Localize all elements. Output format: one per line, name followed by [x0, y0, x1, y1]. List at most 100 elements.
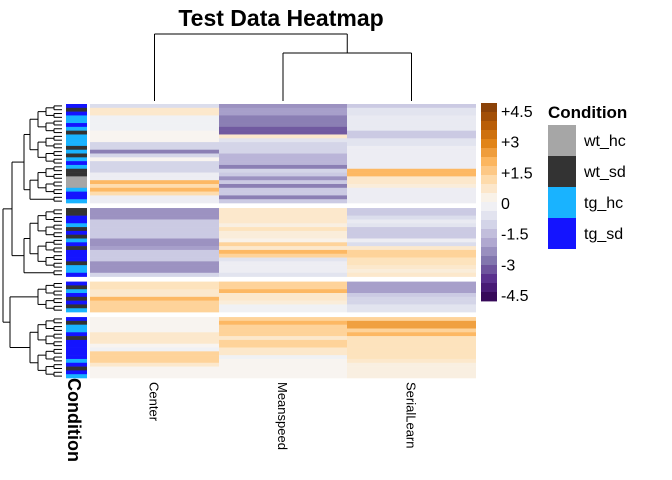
annotation-cell	[66, 180, 87, 185]
heatmap-cell	[219, 317, 347, 322]
heatmap-cell	[90, 172, 219, 177]
heatmap-cell	[219, 230, 347, 235]
heatmap-cell	[347, 289, 476, 294]
heatmap-cell	[90, 374, 219, 379]
heatmap-cell	[347, 249, 476, 255]
heatmap-cell	[90, 157, 219, 162]
heatmap-cell	[347, 227, 476, 232]
annotation-cell	[66, 261, 87, 266]
heatmap-cell	[347, 153, 476, 158]
annotation-cell	[66, 355, 87, 360]
heatmap-cell	[219, 362, 347, 367]
heatmap-cell	[347, 272, 476, 277]
annotation-cell	[66, 257, 87, 262]
heatmap-cell	[90, 343, 219, 348]
heatmap-cell	[90, 355, 219, 360]
color-scale-swatch	[481, 103, 497, 113]
heatmap-cell	[90, 126, 219, 131]
heatmap-cell	[90, 230, 219, 235]
heatmap-cell	[347, 130, 476, 135]
heatmap-cell	[219, 157, 347, 162]
color-scale-swatch	[481, 184, 497, 194]
annotation-cell	[66, 246, 87, 251]
heatmap-cell	[219, 257, 347, 262]
heatmap-cell	[219, 304, 347, 309]
heatmap-cell	[347, 234, 476, 239]
color-scale-tick: +3	[501, 135, 519, 152]
condition-legend-swatch	[548, 218, 576, 249]
annotation-cell	[66, 130, 87, 135]
heatmap-cell	[347, 161, 476, 166]
annotation-cell	[66, 268, 87, 274]
heatmap-cell	[219, 183, 347, 189]
color-scale-tick: -3	[501, 257, 515, 274]
heatmap-cell	[90, 183, 219, 189]
annotation-cell	[66, 304, 87, 309]
color-scale-swatch	[481, 112, 497, 122]
heatmap-cell	[90, 358, 219, 364]
heatmap-cell	[219, 111, 347, 116]
heatmap-cell	[347, 111, 476, 116]
heatmap-cell	[347, 145, 476, 151]
heatmap-cell	[90, 149, 219, 154]
heatmap-cell	[219, 272, 347, 277]
color-scale-swatch	[481, 247, 497, 257]
heatmap-cell	[347, 351, 476, 356]
annotation-cell	[66, 296, 87, 301]
heatmap-cell	[90, 195, 219, 200]
heatmap-cell	[219, 176, 347, 181]
annotation-cell	[66, 161, 87, 166]
heatmap-cell	[90, 351, 219, 356]
annotation-cell	[66, 265, 87, 270]
heatmap-cell	[219, 268, 347, 274]
heatmap-cell	[90, 164, 219, 170]
heatmap-cell	[347, 223, 476, 228]
annotation-cell	[66, 104, 87, 109]
heatmap-cell	[219, 347, 347, 352]
column-label: Center	[147, 382, 162, 422]
heatmap-cell	[90, 176, 219, 181]
heatmap-cell	[90, 187, 219, 192]
annotation-cell	[66, 351, 87, 356]
color-scale-swatch	[481, 139, 497, 149]
heatmap-cell	[347, 238, 476, 243]
annotation-cell	[66, 123, 87, 128]
annotation-cell	[66, 242, 87, 247]
annotation-cell	[66, 115, 87, 120]
condition-legend-swatch	[548, 187, 576, 218]
condition-legend-label: tg_hc	[584, 195, 623, 212]
annotation-cell	[66, 230, 87, 235]
heatmap-cell	[90, 272, 219, 277]
heatmap-cell	[219, 149, 347, 154]
annotation-cell	[66, 253, 87, 258]
heatmap-cell	[347, 187, 476, 192]
heatmap-cell	[90, 253, 219, 258]
heatmap-cell	[90, 304, 219, 309]
heatmap-cell	[90, 134, 219, 139]
heatmap-cell	[219, 180, 347, 185]
heatmap-cell	[90, 223, 219, 228]
heatmap-cell	[347, 215, 476, 220]
annotation-cell	[66, 195, 87, 200]
annotation-cell	[66, 272, 87, 277]
annotation-cell	[66, 238, 87, 243]
annotation-cell	[66, 362, 87, 367]
annotation-cell	[66, 366, 87, 371]
heatmap-cell	[219, 153, 347, 158]
color-scale-swatch	[481, 274, 497, 284]
heatmap-cell	[90, 320, 219, 325]
heatmap-cell	[347, 246, 476, 251]
heatmap-cell	[90, 161, 219, 166]
heatmap-cell	[219, 253, 347, 258]
heatmap-cell	[90, 104, 219, 109]
annotation-cell	[66, 172, 87, 177]
heatmap-cell	[219, 285, 347, 290]
annotation-cell	[66, 187, 87, 192]
condition-legend-swatch	[548, 125, 576, 156]
heatmap-cell	[90, 285, 219, 290]
color-scale-swatch	[481, 175, 497, 185]
heatmap-cell	[90, 249, 219, 255]
heatmap-cell	[219, 265, 347, 270]
annotation-cell	[66, 227, 87, 232]
annotation-cell	[66, 208, 87, 213]
